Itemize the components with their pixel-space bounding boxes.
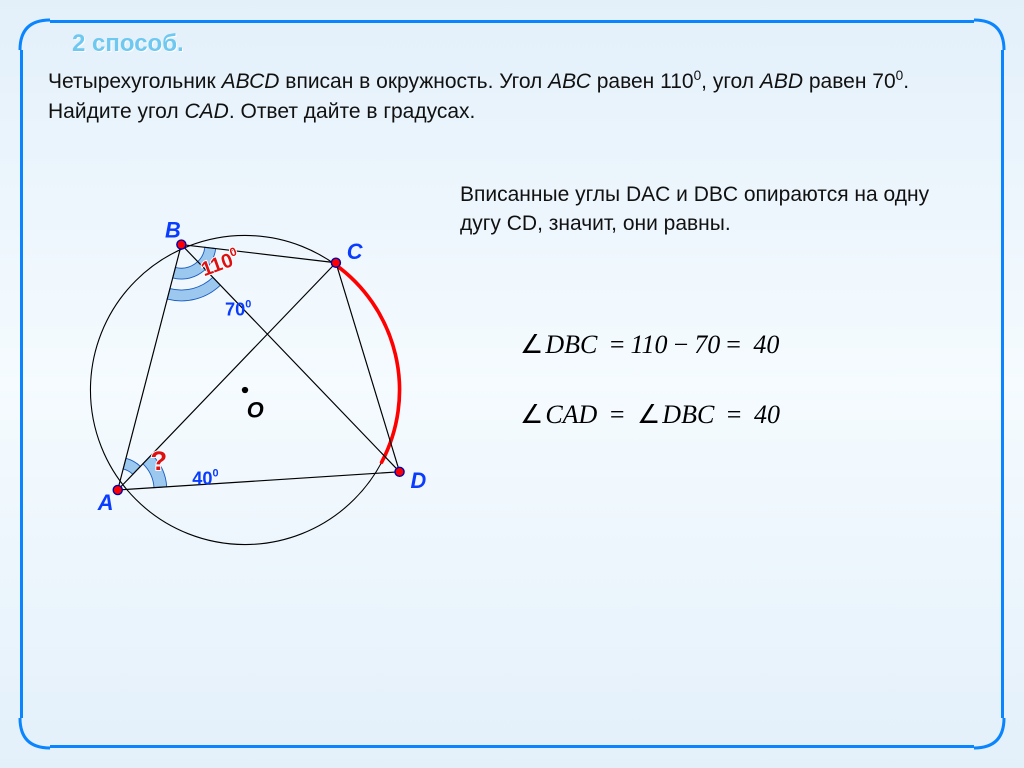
geometry-diagram: ОABCD1100700400? [45, 190, 445, 590]
svg-text:О: О [247, 397, 264, 422]
svg-text:C: C [347, 239, 363, 264]
corner-bl-icon [0, 708, 60, 768]
svg-text:?: ? [150, 445, 167, 476]
equation-2: ∠CAD = ∠DBC = 40 [520, 400, 780, 430]
frame-right [1001, 50, 1004, 718]
svg-text:B: B [165, 217, 181, 242]
svg-text:400: 400 [192, 467, 218, 488]
page: 2 способ. Четырехугольник АВСD вписан в … [0, 0, 1024, 768]
svg-text:D: D [410, 468, 426, 493]
explanation-text: Вписанные углы DAC и DBC опираются на од… [460, 180, 964, 239]
problem-text: Четырехугольник АВСD вписан в окружность… [48, 66, 976, 128]
frame-left [20, 50, 23, 718]
svg-text:A: A [97, 490, 114, 515]
corner-br-icon [964, 708, 1024, 768]
svg-text:700: 700 [225, 298, 251, 319]
frame-bottom [50, 745, 974, 748]
corner-tl-icon [0, 0, 60, 60]
corner-tr-icon [964, 0, 1024, 60]
equation-1: ∠DBC =110−70= 40 [520, 330, 779, 360]
frame-top [50, 20, 974, 23]
method-heading: 2 способ. [72, 30, 184, 58]
